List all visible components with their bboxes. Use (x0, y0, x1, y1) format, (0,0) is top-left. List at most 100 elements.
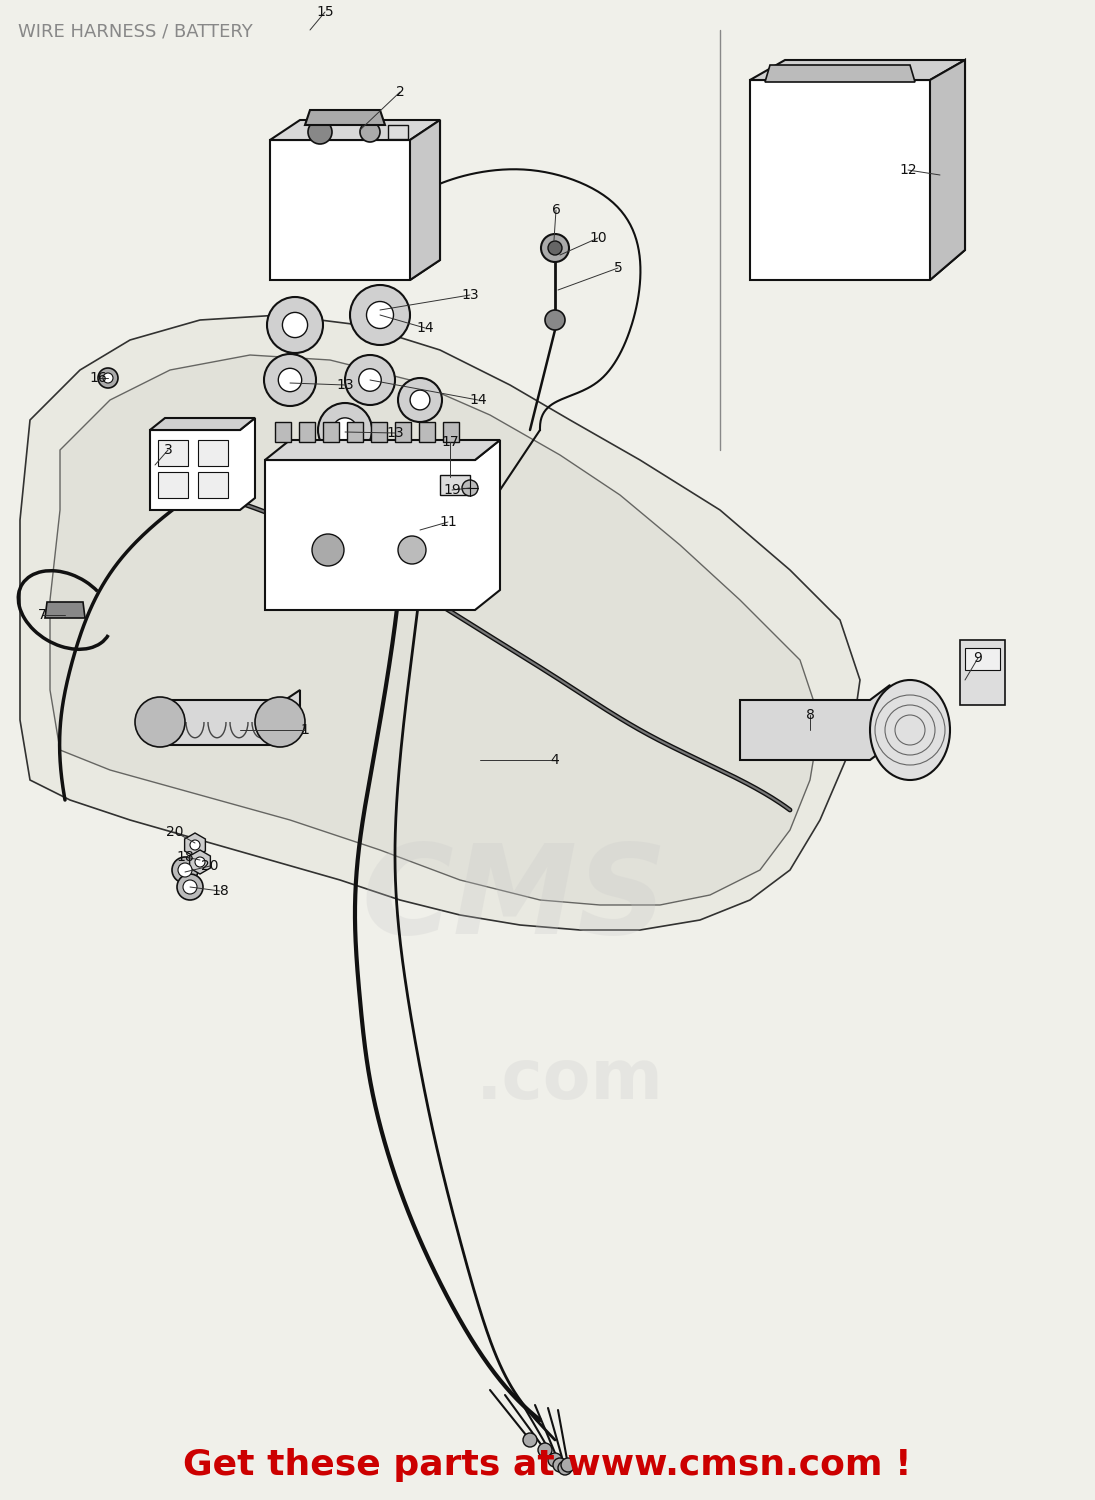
Polygon shape (750, 60, 965, 280)
Text: 12: 12 (899, 164, 917, 177)
Polygon shape (265, 440, 500, 610)
Circle shape (360, 122, 380, 142)
Bar (323, 422, 339, 442)
Text: CMS: CMS (361, 840, 668, 960)
Circle shape (318, 404, 372, 457)
Bar (275, 422, 291, 442)
Text: 14: 14 (416, 321, 434, 334)
Circle shape (312, 534, 344, 566)
Bar (960, 640, 1005, 705)
Circle shape (538, 1443, 552, 1456)
Circle shape (183, 880, 197, 894)
Text: 11: 11 (439, 514, 457, 529)
Text: 20: 20 (166, 825, 184, 839)
Bar (419, 422, 435, 442)
Circle shape (283, 312, 308, 338)
Bar (371, 422, 387, 442)
Circle shape (548, 1454, 562, 1467)
Text: 4: 4 (551, 753, 560, 766)
Bar (388, 124, 408, 140)
Polygon shape (265, 440, 500, 460)
Text: 6: 6 (552, 202, 561, 217)
Text: 9: 9 (973, 651, 982, 664)
Polygon shape (150, 419, 255, 430)
Polygon shape (765, 64, 915, 82)
Circle shape (333, 419, 357, 442)
Circle shape (264, 354, 316, 407)
Circle shape (367, 302, 393, 328)
Bar (347, 422, 364, 442)
Circle shape (350, 285, 410, 345)
Bar (198, 472, 228, 498)
Polygon shape (750, 60, 965, 80)
Bar (965, 648, 1000, 670)
Polygon shape (20, 315, 860, 930)
Circle shape (462, 480, 479, 496)
Polygon shape (45, 602, 85, 618)
Circle shape (177, 874, 203, 900)
Circle shape (558, 1461, 572, 1474)
Circle shape (195, 856, 205, 867)
Circle shape (545, 310, 565, 330)
Circle shape (278, 369, 302, 392)
Bar (443, 422, 459, 442)
Text: 5: 5 (613, 261, 622, 274)
Text: WIRE HARNESS / BATTERY: WIRE HARNESS / BATTERY (18, 22, 253, 40)
Circle shape (172, 856, 198, 883)
Polygon shape (306, 110, 385, 125)
Circle shape (541, 234, 569, 262)
Polygon shape (50, 356, 820, 904)
Text: 19: 19 (443, 483, 461, 496)
Text: 2: 2 (395, 86, 404, 99)
Text: 13: 13 (387, 426, 404, 439)
Circle shape (345, 356, 395, 405)
Text: 13: 13 (461, 288, 479, 302)
Bar (440, 476, 470, 495)
Text: .com: .com (475, 1047, 664, 1113)
Polygon shape (155, 690, 300, 746)
Circle shape (255, 698, 306, 747)
Text: 3: 3 (163, 442, 172, 458)
Text: 18: 18 (211, 884, 229, 898)
Polygon shape (150, 419, 255, 510)
Circle shape (191, 840, 200, 850)
Circle shape (359, 369, 381, 392)
Text: 18: 18 (176, 850, 194, 864)
Bar (158, 440, 188, 466)
Circle shape (135, 698, 185, 747)
Circle shape (411, 390, 430, 410)
Circle shape (548, 242, 562, 255)
Text: 8: 8 (806, 708, 815, 722)
Bar (198, 440, 228, 466)
Circle shape (397, 536, 426, 564)
Polygon shape (930, 60, 965, 280)
Text: Get these parts at www.cmsn.com !: Get these parts at www.cmsn.com ! (183, 1448, 911, 1482)
Polygon shape (740, 686, 890, 760)
Text: 17: 17 (441, 435, 459, 448)
Circle shape (553, 1458, 567, 1472)
Polygon shape (270, 120, 440, 140)
Circle shape (523, 1432, 537, 1448)
Ellipse shape (871, 680, 950, 780)
Text: 7: 7 (37, 608, 46, 622)
Circle shape (308, 120, 332, 144)
Text: 14: 14 (469, 393, 487, 406)
Text: 10: 10 (589, 231, 607, 244)
Circle shape (103, 374, 113, 382)
Polygon shape (270, 120, 440, 280)
Polygon shape (185, 833, 206, 856)
Text: 16: 16 (89, 370, 107, 386)
Circle shape (178, 862, 192, 877)
Bar (158, 472, 188, 498)
Circle shape (397, 378, 442, 422)
Text: 15: 15 (316, 4, 334, 20)
Bar (299, 422, 315, 442)
Polygon shape (189, 850, 210, 874)
Polygon shape (410, 120, 440, 280)
Circle shape (561, 1458, 575, 1472)
Text: 1: 1 (300, 723, 310, 736)
Text: 13: 13 (336, 378, 354, 392)
Circle shape (97, 368, 118, 388)
Bar (395, 422, 411, 442)
Text: 20: 20 (201, 859, 219, 873)
